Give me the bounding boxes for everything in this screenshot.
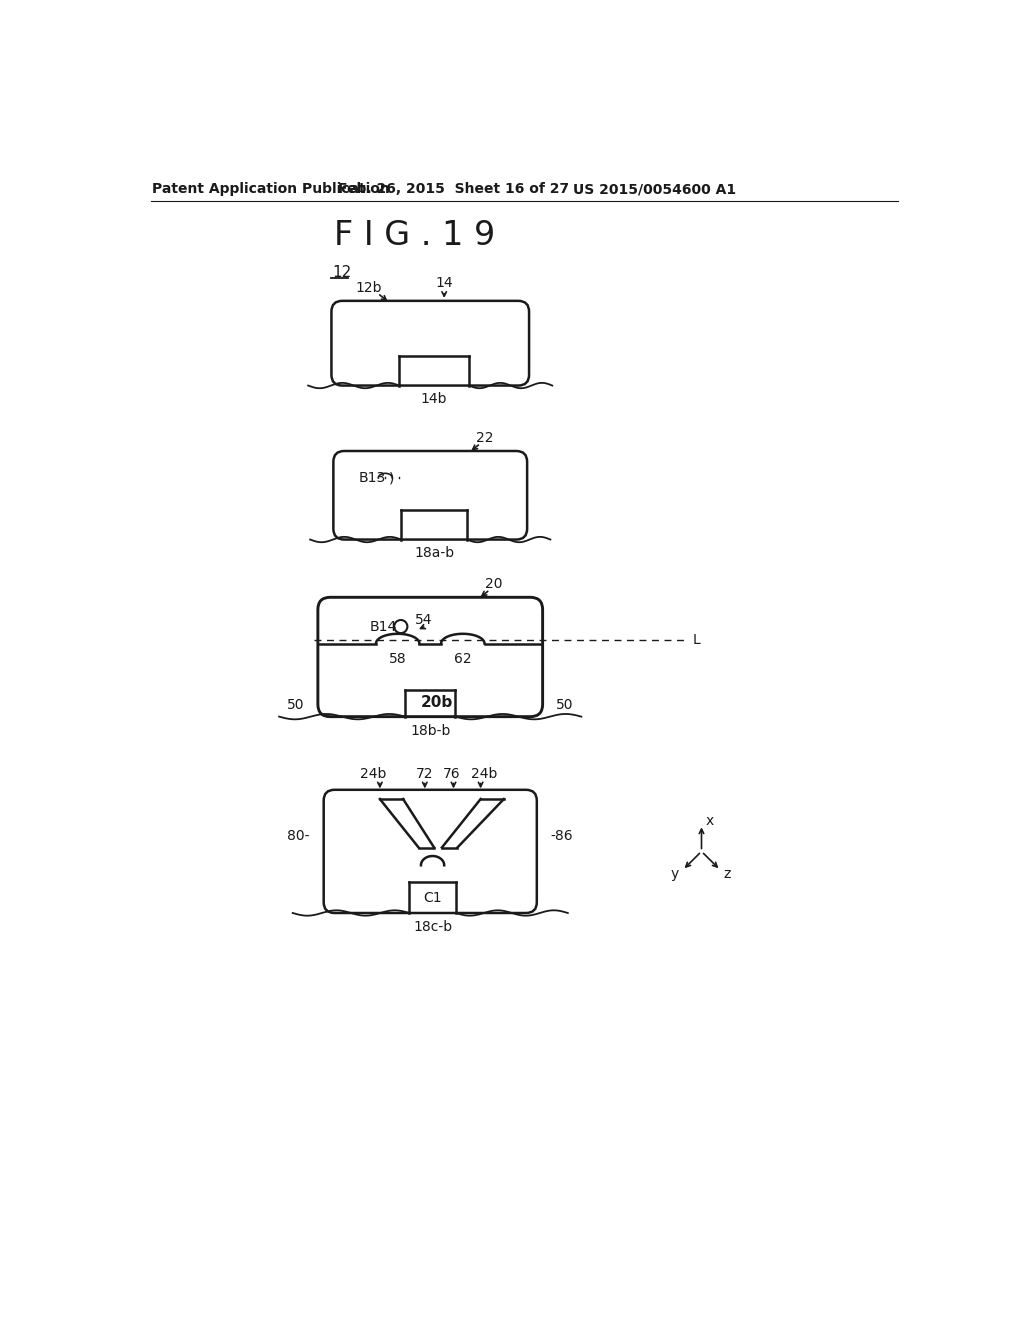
Text: 24b: 24b [471,767,498,781]
Text: 12b: 12b [355,281,382,294]
FancyBboxPatch shape [324,789,537,913]
Text: Feb. 26, 2015  Sheet 16 of 27: Feb. 26, 2015 Sheet 16 of 27 [338,182,569,197]
Text: 80-: 80- [288,829,309,843]
Text: 76: 76 [443,767,461,781]
Text: 20b: 20b [420,696,453,710]
Text: 24b: 24b [359,767,386,781]
Text: 18a-b: 18a-b [414,546,455,561]
FancyBboxPatch shape [332,301,529,385]
FancyBboxPatch shape [334,451,527,540]
Text: 50: 50 [288,698,305,711]
Text: ): ) [389,471,394,486]
Text: 72: 72 [416,767,433,781]
Text: B14: B14 [370,619,397,634]
Text: 18c-b: 18c-b [413,920,453,933]
Text: y: y [671,867,679,882]
Text: 12: 12 [332,265,351,280]
Text: 54: 54 [415,614,432,627]
Text: 20: 20 [485,577,503,591]
Text: F I G . 1 9: F I G . 1 9 [334,219,496,252]
Text: 14: 14 [435,276,453,290]
Text: 22: 22 [476,430,494,445]
Text: B13: B13 [358,471,385,484]
Text: -86: -86 [551,829,573,843]
Text: 62: 62 [454,652,472,665]
Text: 14b: 14b [421,392,447,407]
Text: L: L [692,632,700,647]
Text: Patent Application Publication: Patent Application Publication [153,182,390,197]
Text: C1: C1 [423,891,442,904]
Text: 50: 50 [556,698,573,711]
Text: x: x [706,813,714,828]
FancyBboxPatch shape [317,597,543,717]
Text: z: z [723,867,730,882]
Text: 18b-b: 18b-b [410,723,451,738]
Text: US 2015/0054600 A1: US 2015/0054600 A1 [573,182,736,197]
Text: 58: 58 [389,652,407,665]
